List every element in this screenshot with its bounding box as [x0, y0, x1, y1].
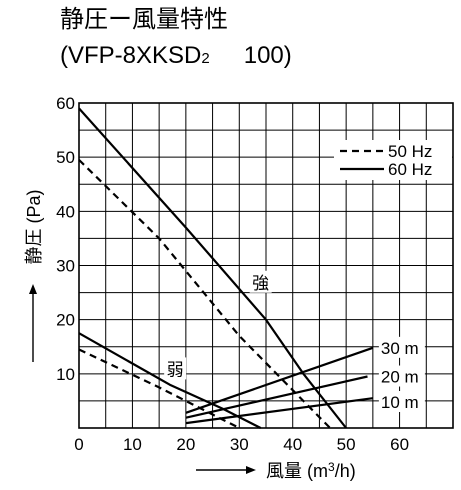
line-label: 30 m	[381, 339, 419, 358]
annotation-label: 弱	[167, 360, 184, 379]
x-tick-label: 30	[230, 435, 249, 454]
line-label-bg	[378, 336, 425, 358]
series-line-1	[78, 159, 331, 429]
axis-labels: 風量 (m3/h) 静圧 (Pa)	[24, 189, 356, 481]
annotation-bg	[249, 270, 272, 293]
series-line-2	[78, 332, 262, 429]
x-tick-label: 0	[74, 435, 83, 454]
annotation-bg	[164, 357, 187, 380]
x-tick-label: 40	[283, 435, 302, 454]
series-line-0	[78, 107, 347, 429]
plot-frame	[78, 102, 454, 429]
y-tick-label: 10	[56, 365, 75, 384]
annotations: 強弱 30 m 20 m 10 m	[164, 270, 425, 412]
legend-label: 50 Hz	[388, 142, 432, 161]
x-axis-arrowhead	[246, 466, 256, 474]
y-tick-label: 30	[56, 257, 75, 276]
y-axis-label: 静圧 (Pa)	[24, 189, 44, 264]
annotation-label: 強	[252, 274, 269, 293]
x-tick-label: 60	[390, 435, 409, 454]
series-line-6	[185, 397, 374, 425]
y-tick-label: 60	[56, 94, 75, 113]
x-tick-label: 20	[176, 435, 195, 454]
line-label: 10 m	[381, 393, 419, 412]
y-tick-label: 40	[56, 202, 75, 221]
series-line-5	[185, 375, 368, 419]
y-tick-label: 20	[56, 311, 75, 330]
y-tick-label: 50	[56, 148, 75, 167]
x-tick-label: 50	[337, 435, 356, 454]
grid	[79, 103, 453, 428]
legend-box	[334, 140, 452, 180]
chart-subtitle: (VFP-8XKSD2 100)	[60, 42, 292, 69]
x-axis-label: 風量 (m3/h)	[266, 460, 356, 481]
series-group	[78, 107, 374, 429]
y-axis-arrowhead	[29, 284, 37, 294]
legend-label: 60 Hz	[388, 160, 432, 179]
series-line-4	[185, 346, 374, 414]
chart-title: 静圧ー風量特性	[60, 6, 228, 33]
line-label-bg	[378, 365, 425, 387]
line-label-bg	[378, 391, 425, 412]
tick-labels: 0 10 20 30 40 50 60 10 20 30 40 50 60	[56, 94, 409, 454]
x-tick-label: 10	[123, 435, 142, 454]
line-label: 20 m	[381, 368, 419, 387]
